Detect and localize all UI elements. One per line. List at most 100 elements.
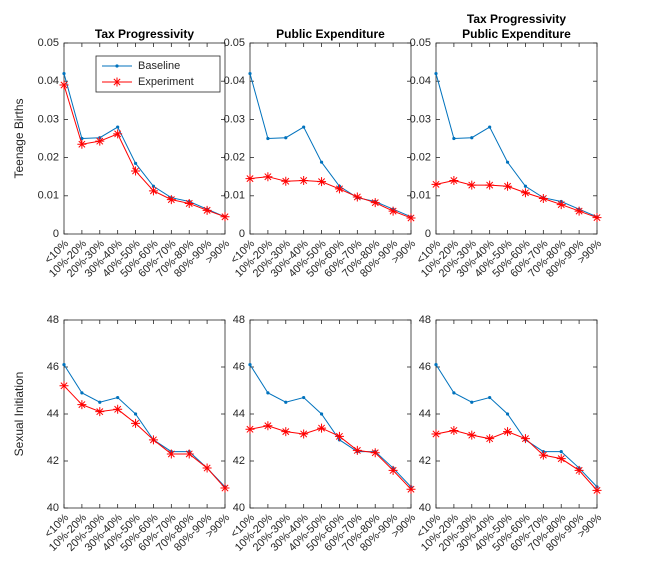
marker xyxy=(202,463,212,473)
marker xyxy=(370,448,380,458)
y-tick-label: 42 xyxy=(47,455,59,467)
series-line xyxy=(249,364,412,488)
marker xyxy=(370,198,380,208)
y-tick-label: 0.05 xyxy=(410,37,431,49)
marker xyxy=(62,363,66,367)
marker xyxy=(59,80,69,90)
y-tick-label: 0.05 xyxy=(224,37,245,49)
marker xyxy=(334,184,344,194)
marker xyxy=(505,412,510,416)
marker xyxy=(184,449,194,459)
y-tick-label: 44 xyxy=(419,408,431,420)
y-tick-label: 0.03 xyxy=(224,113,245,125)
marker xyxy=(266,391,270,395)
series-line xyxy=(249,425,412,490)
marker xyxy=(485,180,495,190)
marker xyxy=(62,71,66,76)
y-tick-label: 0.02 xyxy=(410,152,431,164)
marker xyxy=(317,423,327,433)
y-tick-label: 44 xyxy=(233,408,245,420)
marker xyxy=(166,195,176,205)
marker xyxy=(317,177,327,187)
y-tick-label: 0.02 xyxy=(38,152,59,164)
marker xyxy=(467,180,477,190)
marker xyxy=(59,381,69,391)
marker xyxy=(592,213,602,223)
y-tick-label: 0 xyxy=(53,228,59,240)
marker xyxy=(319,160,324,164)
marker xyxy=(248,71,252,76)
series-line xyxy=(63,364,226,488)
marker xyxy=(488,395,492,400)
marker xyxy=(95,136,105,146)
marker xyxy=(388,465,398,475)
series-line xyxy=(435,180,598,219)
marker xyxy=(281,427,291,437)
y-tick-label: 48 xyxy=(419,314,431,326)
marker xyxy=(538,450,548,460)
y-tick-label: 0 xyxy=(239,228,245,240)
y-tick-label: 0.05 xyxy=(38,37,59,49)
marker xyxy=(388,206,398,216)
marker xyxy=(431,179,441,189)
legend-label: Experiment xyxy=(138,76,194,88)
marker xyxy=(556,200,566,210)
y-tick-label: 42 xyxy=(419,455,431,467)
marker xyxy=(80,136,84,141)
marker xyxy=(467,430,477,440)
legend-label: Baseline xyxy=(138,60,180,72)
marker xyxy=(503,181,513,191)
series-line xyxy=(435,364,598,488)
y-tick-label: 48 xyxy=(233,314,245,326)
marker xyxy=(302,395,306,400)
axes-box xyxy=(63,319,226,509)
marker xyxy=(488,125,492,129)
marker xyxy=(248,363,252,367)
marker xyxy=(113,129,123,139)
marker xyxy=(77,400,87,410)
y-tick-label: 44 xyxy=(47,408,59,420)
series-line xyxy=(249,73,412,218)
y-tick-label: 0.01 xyxy=(38,190,59,202)
marker xyxy=(538,193,548,203)
y-tick-label: 0.04 xyxy=(38,75,59,87)
marker xyxy=(266,136,270,141)
marker xyxy=(299,176,309,186)
marker xyxy=(220,483,230,493)
series-line xyxy=(63,73,226,218)
marker xyxy=(80,391,84,395)
marker xyxy=(116,395,120,400)
y-axis-label: Teenage Births xyxy=(12,98,26,178)
axes-box xyxy=(249,319,412,509)
marker xyxy=(470,400,474,404)
marker xyxy=(263,172,273,182)
marker xyxy=(520,188,530,198)
marker xyxy=(434,363,438,367)
y-tick-label: 46 xyxy=(47,361,59,373)
y-tick-label: 0.01 xyxy=(410,190,431,202)
marker xyxy=(406,484,416,494)
marker xyxy=(434,71,438,76)
marker xyxy=(98,400,102,404)
marker xyxy=(302,125,306,129)
y-tick-label: 0.04 xyxy=(410,75,431,87)
marker xyxy=(131,418,141,428)
marker xyxy=(503,427,513,437)
series-line xyxy=(63,84,226,218)
marker xyxy=(284,400,288,404)
marker xyxy=(505,160,510,164)
marker xyxy=(148,435,158,445)
marker xyxy=(520,434,530,444)
marker xyxy=(574,465,584,475)
series-line xyxy=(435,429,598,491)
chart-title: Tax Progressivity xyxy=(95,27,194,41)
marker xyxy=(166,449,176,459)
marker xyxy=(116,125,120,129)
marker xyxy=(95,407,105,417)
series-line xyxy=(249,176,412,219)
series-line xyxy=(63,385,226,489)
marker xyxy=(220,212,230,222)
marker xyxy=(245,424,255,434)
chart-title: Tax Progressivity xyxy=(467,12,566,26)
marker xyxy=(556,454,566,464)
